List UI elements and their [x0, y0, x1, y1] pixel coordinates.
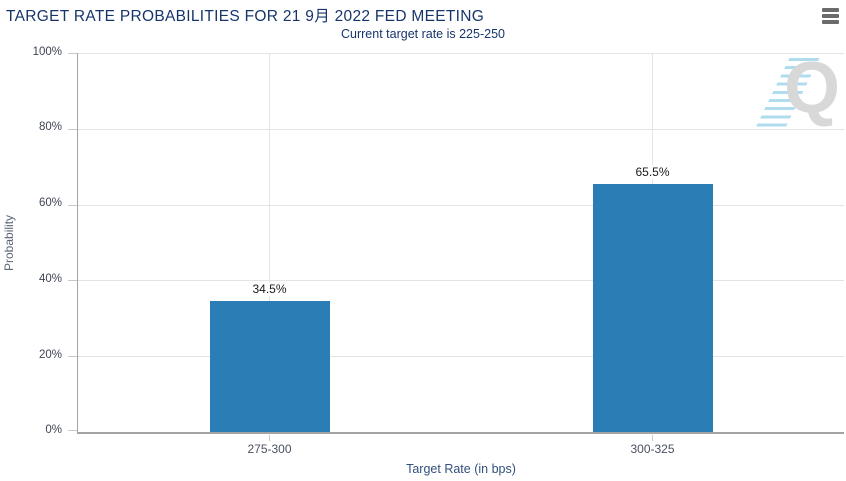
x-axis-tick — [652, 435, 653, 441]
gridline-100 — [78, 53, 844, 54]
gridline-40 — [78, 280, 844, 282]
y-tick-label-40: 40% — [38, 273, 62, 285]
y-axis-tick — [68, 356, 77, 358]
x-tick-label-275-300: 275-300 — [247, 442, 292, 456]
x-tick-label-300-325: 300-325 — [630, 442, 675, 456]
hamburger-bar — [822, 8, 839, 12]
y-tick-label-60: 60% — [38, 197, 62, 209]
y-axis-tick — [68, 280, 77, 282]
hamburger-bar — [822, 20, 839, 24]
y-axis-tick — [68, 204, 77, 206]
y-axis-title: Probability — [2, 214, 16, 271]
y-tick-label-100: 100% — [32, 46, 62, 58]
probability-bar-275-300[interactable] — [209, 301, 330, 432]
chart-title: TARGET RATE PROBABILITIES FOR 21 9月 2022… — [6, 8, 485, 25]
y-tick-label-20: 20% — [38, 349, 62, 361]
plot-area: 34.5% 65.5% 275-300 300-325 Target Rate … — [68, 53, 844, 476]
gridline-60 — [78, 204, 844, 206]
gridline-category-1 — [269, 53, 270, 432]
watermark-q-logo: Q — [784, 48, 841, 128]
bar-value-label: 34.5% — [250, 282, 289, 297]
y-axis-tick — [68, 53, 77, 54]
x-axis-title: Target Rate (in bps) — [406, 462, 516, 476]
hamburger-menu-icon[interactable] — [822, 8, 839, 24]
y-axis-tick — [68, 430, 77, 431]
bar-value-label: 65.5% — [633, 164, 672, 179]
probability-bar-300-325[interactable] — [592, 183, 713, 432]
bar-group-300-325: 65.5% — [573, 164, 733, 432]
gridline-80 — [78, 128, 844, 130]
y-tick-label-80: 80% — [38, 121, 62, 133]
hamburger-bar — [822, 14, 839, 18]
y-tick-label-0: 0% — [45, 424, 62, 436]
y-axis-tick — [68, 128, 77, 130]
gridline-20 — [78, 356, 844, 358]
x-axis-tick — [269, 435, 270, 441]
bar-group-275-300: 34.5% — [190, 282, 350, 432]
chart-subtitle: Current target rate is 225-250 — [341, 27, 505, 41]
